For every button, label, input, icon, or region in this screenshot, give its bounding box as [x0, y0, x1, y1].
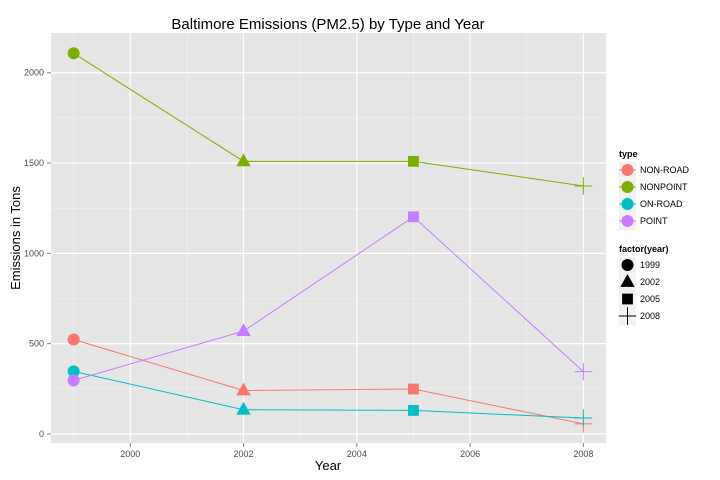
legend-type: NON-ROAD NONPOINT ON-ROAD POINT [619, 162, 689, 230]
series-line-point [73, 216, 584, 381]
data-point-on-road-2005 [408, 405, 419, 416]
series-line-nonpoint [73, 52, 584, 187]
legend-key-marker-on-road [621, 198, 634, 210]
legend-key-marker-point [621, 215, 634, 227]
y-tick-label: 1500 [24, 158, 44, 168]
y-axis-title: Emissions in Tons [8, 186, 23, 290]
minor-gridlines [51, 33, 606, 443]
legend-year-title: factor(year) [619, 244, 669, 254]
plot-panel [51, 33, 606, 443]
series-lines [73, 52, 584, 425]
legend-label-2002: 2002 [640, 277, 660, 287]
legend-label-nonpoint: NONPOINT [640, 182, 688, 192]
data-point-point-1999 [67, 374, 80, 387]
data-point-nonpoint-2002 [236, 153, 251, 167]
data-point-nonpoint-1999 [67, 47, 80, 60]
data-point-nonpoint-2008 [574, 177, 593, 195]
legend-label-on-road: ON-ROAD [640, 199, 683, 209]
data-point-point-2002 [236, 323, 251, 337]
series-line-non-road [73, 339, 584, 425]
y-tick-label: 2000 [24, 68, 44, 78]
x-tick-label: 2008 [573, 449, 593, 459]
x-tick-label: 2002 [234, 449, 254, 459]
x-axis-ticks: 2000 2002 2004 2006 2008 [120, 443, 593, 459]
x-tick-label: 2006 [460, 449, 480, 459]
legend-year: 1999 2002 2005 2008 [618, 257, 660, 325]
legend-shape-circle-icon [621, 259, 634, 271]
x-tick-label: 2000 [120, 449, 140, 459]
x-tick-label: 2004 [347, 449, 367, 459]
data-point-on-road-2008 [574, 409, 593, 427]
y-axis-ticks: 0 500 1000 1500 2000 [24, 68, 51, 439]
data-point-on-road-2002 [236, 401, 251, 415]
y-tick-label: 0 [39, 429, 44, 439]
legend-shape-triangle-icon [620, 274, 635, 287]
legend-label-2008: 2008 [640, 311, 660, 321]
legend-label-point: POINT [640, 216, 668, 226]
series-points [67, 47, 593, 433]
legend-label-2005: 2005 [640, 294, 660, 304]
legend-key-marker-non-road [621, 164, 634, 176]
legend-shape-plus-icon [618, 307, 637, 325]
data-point-point-2008 [574, 362, 593, 381]
y-tick-label: 500 [29, 339, 44, 349]
data-point-point-2005 [408, 211, 419, 223]
legend-label-1999: 1999 [640, 260, 660, 270]
legend-label-non-road: NON-ROAD [640, 165, 689, 175]
data-point-non-road-2002 [236, 382, 251, 396]
chart-title: Baltimore Emissions (PM2.5) by Type and … [171, 16, 484, 33]
data-point-non-road-2005 [408, 383, 419, 395]
data-point-on-road-1999 [67, 365, 80, 378]
legend-key-marker-nonpoint [621, 181, 634, 193]
y-tick-label: 1000 [24, 248, 44, 258]
legend-type-title: type [619, 149, 638, 159]
series-line-on-road [73, 370, 584, 419]
data-point-nonpoint-2005 [408, 155, 419, 167]
data-point-non-road-1999 [67, 333, 80, 346]
legend-shape-square-icon [622, 293, 633, 305]
x-axis-title: Year [315, 458, 342, 473]
